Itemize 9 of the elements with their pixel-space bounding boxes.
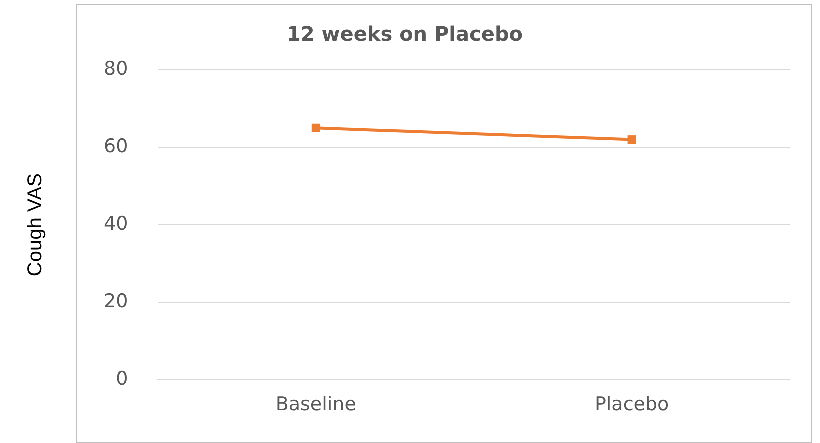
y-tick-label: 20 <box>104 290 128 313</box>
chart-title: 12 weeks on Placebo <box>287 22 523 46</box>
x-tick-label: Baseline <box>276 394 356 416</box>
y-tick-label: 60 <box>104 135 128 158</box>
y-tick-label: 40 <box>104 213 128 236</box>
y-axis-title: Cough VAS <box>24 174 47 277</box>
x-tick-label: Placebo <box>594 394 670 416</box>
y-tick-label: 80 <box>104 58 128 80</box>
y-tick-label: 0 <box>116 368 128 390</box>
